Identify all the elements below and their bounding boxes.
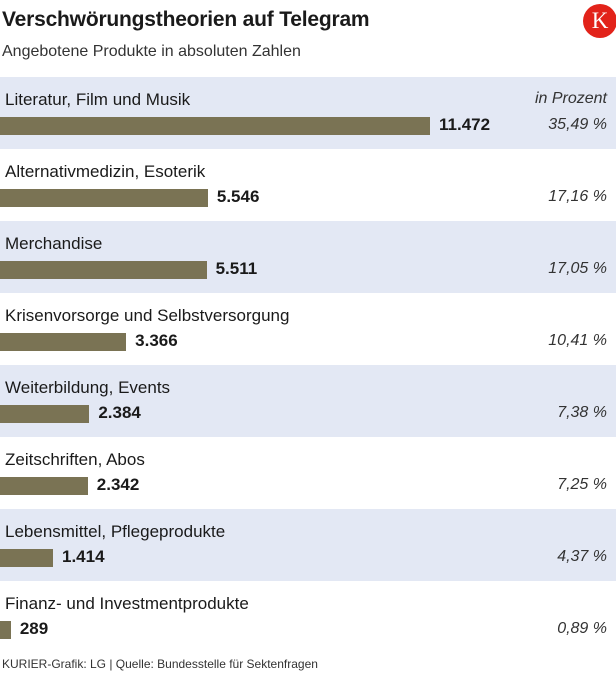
percent-label: 10,41 % xyxy=(548,332,607,349)
value-bar xyxy=(0,117,430,135)
percent-label: 4,37 % xyxy=(557,548,607,565)
value-label: 2.384 xyxy=(98,403,141,422)
chart-title: Verschwörungstheorien auf Telegram xyxy=(2,8,370,31)
category-row: Lebensmittel, Pflegeprodukte 1.414 4,37 % xyxy=(0,509,616,581)
percent-label: 7,25 % xyxy=(557,476,607,493)
category-label: Literatur, Film und Musik xyxy=(5,90,191,109)
value-bar xyxy=(0,189,208,207)
value-label: 5.511 xyxy=(215,259,258,278)
percent-label: 7,38 % xyxy=(557,404,607,421)
category-row: Finanz- und Investmentprodukte 289 0,89 % xyxy=(0,581,616,653)
category-label: Finanz- und Investmentprodukte xyxy=(5,594,249,613)
category-row: Zeitschriften, Abos 2.342 7,25 % xyxy=(0,437,616,509)
category-label: Krisenvorsorge und Selbstversorgung xyxy=(5,306,290,325)
category-label: Lebensmittel, Pflegeprodukte xyxy=(5,522,226,541)
value-label: 1.414 xyxy=(62,547,105,566)
value-bar xyxy=(0,549,53,567)
category-label: Weiterbildung, Events xyxy=(5,378,171,397)
category-label: Alternativmedizin, Esoterik xyxy=(5,162,206,181)
percent-label: 17,16 % xyxy=(548,188,607,205)
value-bar xyxy=(0,477,88,495)
category-row: Weiterbildung, Events 2.384 7,38 % xyxy=(0,365,616,437)
category-row: Merchandise 5.511 17,05 % xyxy=(0,221,616,293)
value-bar xyxy=(0,621,11,639)
category-label: Zeitschriften, Abos xyxy=(5,450,145,469)
value-label: 11.472 xyxy=(439,115,491,134)
category-row: Literatur, Film und Musik 11.472 35,49 % xyxy=(0,77,616,149)
chart-subtitle: Angebotene Produkte in absoluten Zahlen xyxy=(2,43,301,60)
category-row: Alternativmedizin, Esoterik 5.546 17,16 % xyxy=(0,149,616,221)
value-bar xyxy=(0,333,127,351)
value-label: 289 xyxy=(19,619,49,638)
percent-label: 0,89 % xyxy=(557,620,607,637)
value-label: 3.366 xyxy=(135,331,178,350)
source-note: KURIER-Grafik: LG | Quelle: Bundesstelle… xyxy=(2,657,318,671)
value-label: 2.342 xyxy=(96,475,140,494)
category-row: Krisenvorsorge und Selbstversorgung 3.366… xyxy=(0,293,616,365)
category-label: Merchandise xyxy=(5,234,103,253)
percent-label: 17,05 % xyxy=(548,260,607,277)
percent-column-header: in Prozent xyxy=(534,90,607,107)
percent-label: 35,49 % xyxy=(548,116,607,133)
kurier-logo: K xyxy=(583,4,616,38)
bar-chart: Literatur, Film und Musik 11.472 35,49 % Al… xyxy=(0,77,616,653)
value-label: 5.546 xyxy=(216,187,260,206)
value-bar xyxy=(0,405,90,423)
value-bar xyxy=(0,261,207,279)
